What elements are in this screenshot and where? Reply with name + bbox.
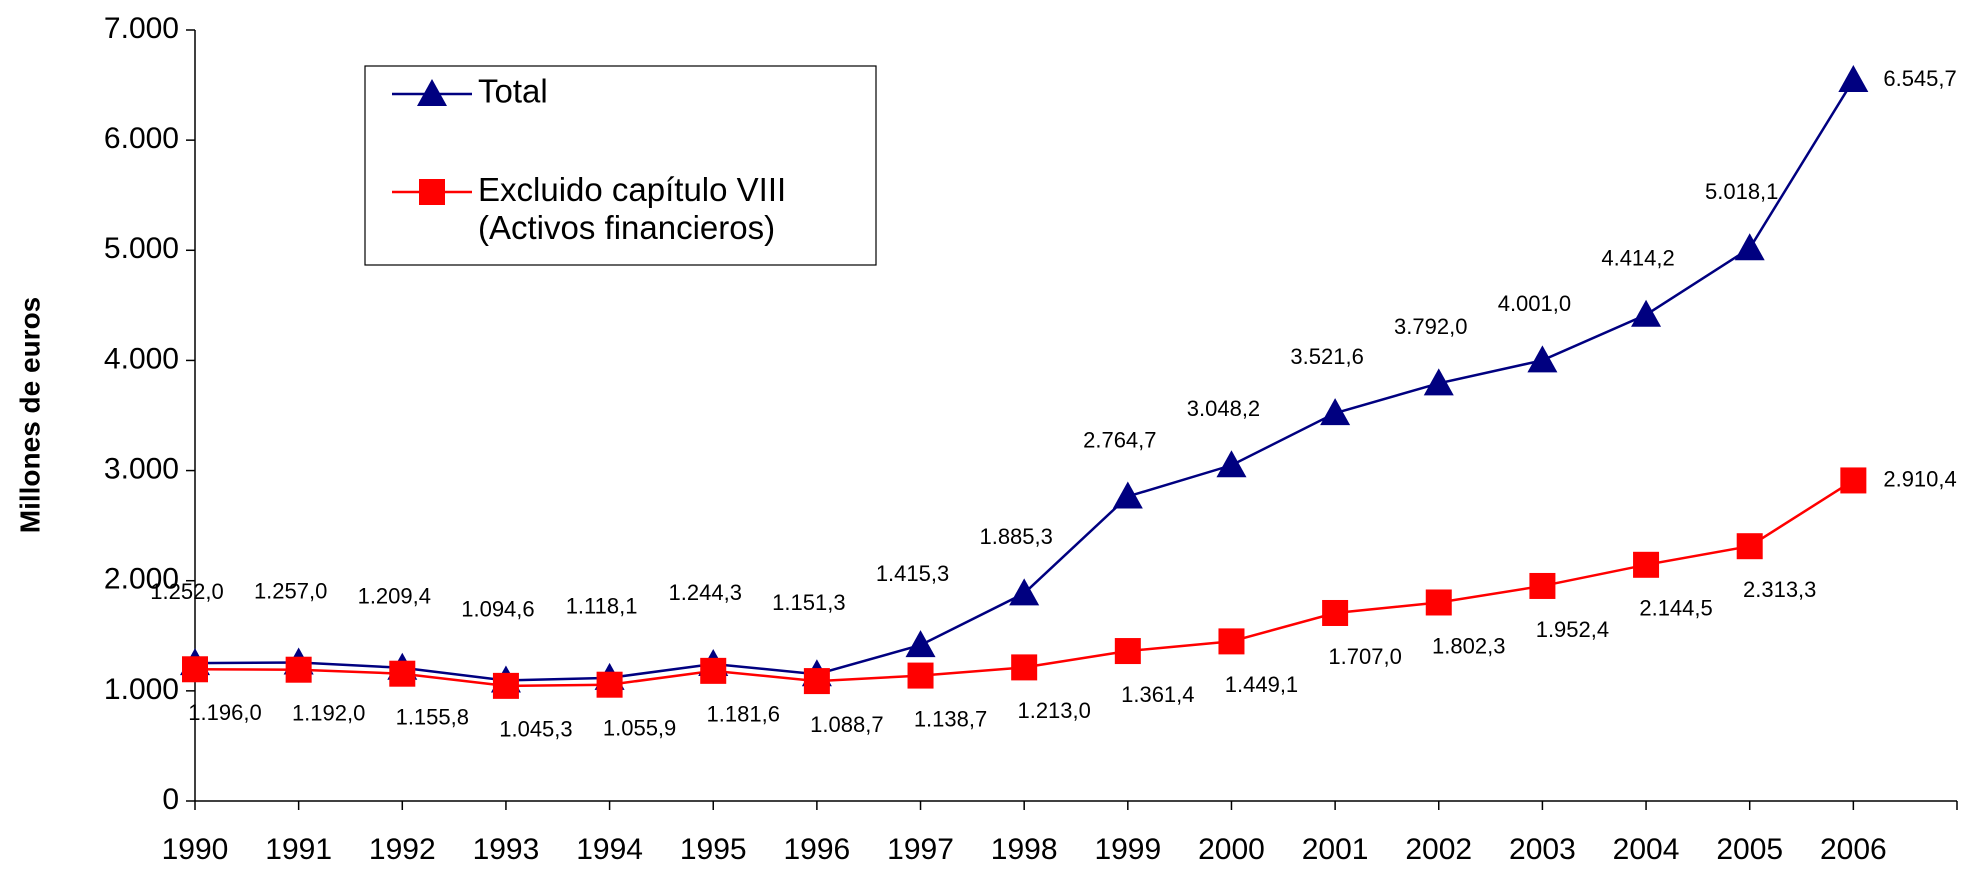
y-tick-label: 1.000 bbox=[104, 673, 179, 706]
data-label: 2.764,7 bbox=[1083, 427, 1156, 452]
data-label: 1.209,4 bbox=[358, 584, 431, 609]
data-label: 1.088,7 bbox=[810, 712, 883, 737]
marker bbox=[1114, 638, 1141, 665]
data-label: 4.001,0 bbox=[1498, 291, 1571, 316]
y-tick-label: 0 bbox=[162, 783, 179, 816]
marker bbox=[1838, 65, 1869, 93]
y-tick-label: 4.000 bbox=[104, 342, 179, 375]
marker bbox=[285, 656, 312, 683]
data-label: 6.545,7 bbox=[1883, 66, 1956, 91]
data-label: 1.055,9 bbox=[603, 716, 676, 741]
data-label: 5.018,1 bbox=[1705, 179, 1778, 204]
marker bbox=[1216, 450, 1247, 478]
data-label: 1.094,6 bbox=[461, 596, 534, 621]
y-tick-label: 3.000 bbox=[104, 452, 179, 485]
data-label: 1.118,1 bbox=[566, 594, 638, 619]
marker bbox=[1011, 654, 1038, 681]
marker bbox=[182, 656, 208, 683]
x-tick-label: 1992 bbox=[369, 833, 436, 866]
x-tick-label: 1994 bbox=[576, 833, 643, 866]
y-tick-label: 5.000 bbox=[104, 232, 179, 265]
data-label: 1.181,6 bbox=[707, 702, 780, 727]
y-tick-label: 7.000 bbox=[104, 12, 179, 45]
marker bbox=[1423, 368, 1454, 396]
data-label: 3.521,6 bbox=[1290, 344, 1363, 369]
x-tick-label: 2003 bbox=[1509, 833, 1576, 866]
data-label: 1.138,7 bbox=[914, 706, 987, 731]
data-label: 4.414,2 bbox=[1601, 246, 1674, 271]
data-label: 1.257,0 bbox=[254, 578, 327, 603]
x-tick-label: 1990 bbox=[162, 833, 229, 866]
x-tick-label: 2002 bbox=[1405, 833, 1472, 866]
y-tick-label: 6.000 bbox=[104, 122, 179, 155]
data-label: 1.952,4 bbox=[1536, 617, 1609, 642]
marker bbox=[419, 179, 445, 205]
data-label: 3.048,2 bbox=[1187, 396, 1260, 421]
marker bbox=[389, 660, 416, 687]
x-tick-label: 1997 bbox=[887, 833, 954, 866]
x-tick-label: 1995 bbox=[680, 833, 747, 866]
data-label: 1.885,3 bbox=[979, 524, 1052, 549]
data-label: 1.151,3 bbox=[772, 590, 845, 615]
marker bbox=[1529, 572, 1556, 599]
data-label: 1.802,3 bbox=[1432, 633, 1505, 658]
data-label: 3.792,0 bbox=[1394, 314, 1467, 339]
x-tick-label: 2006 bbox=[1820, 833, 1887, 866]
data-label: 1.449,1 bbox=[1225, 672, 1298, 697]
x-tick-label: 2000 bbox=[1198, 833, 1265, 866]
marker bbox=[596, 671, 623, 698]
marker bbox=[1218, 628, 1245, 655]
data-label: 1.196,0 bbox=[188, 700, 261, 725]
marker bbox=[1840, 467, 1867, 494]
legend: Total Excluido capítulo VIII (Activos fina… bbox=[364, 65, 877, 266]
marker bbox=[1009, 578, 1040, 606]
marker bbox=[417, 79, 447, 106]
data-label: 2.910,4 bbox=[1883, 466, 1956, 491]
x-tick-label: 1996 bbox=[784, 833, 851, 866]
data-label: 1.707,0 bbox=[1328, 644, 1401, 669]
data-label: 2.144,5 bbox=[1639, 596, 1712, 621]
marker bbox=[1736, 533, 1763, 560]
x-tick-label: 2004 bbox=[1613, 833, 1680, 866]
marker bbox=[1631, 299, 1662, 327]
data-label: 1.361,4 bbox=[1121, 682, 1194, 707]
marker bbox=[1734, 233, 1765, 261]
data-label: 2.313,3 bbox=[1743, 577, 1816, 602]
x-tick-label: 1991 bbox=[265, 833, 332, 866]
marker bbox=[1112, 481, 1143, 509]
y-axis-label: Millones de euros bbox=[14, 297, 45, 534]
legend-box bbox=[364, 65, 877, 266]
marker bbox=[803, 668, 830, 695]
marker bbox=[1322, 599, 1349, 626]
marker bbox=[907, 662, 934, 689]
data-label: 1.244,3 bbox=[669, 580, 742, 605]
data-label: 1.192,0 bbox=[292, 701, 365, 726]
marker bbox=[700, 657, 727, 684]
marker bbox=[1425, 589, 1452, 616]
data-label: 1.252,0 bbox=[150, 579, 223, 604]
data-label: 1.415,3 bbox=[876, 561, 949, 586]
x-tick-label: 2005 bbox=[1716, 833, 1783, 866]
marker bbox=[492, 672, 519, 699]
legend-label: Total bbox=[478, 73, 548, 110]
data-label: 1.155,8 bbox=[396, 705, 469, 730]
x-tick-label: 1998 bbox=[991, 833, 1058, 866]
legend-label: Excluido capítulo VIII (Activos financier… bbox=[478, 171, 786, 246]
marker bbox=[1527, 345, 1558, 373]
marker bbox=[1320, 398, 1351, 426]
data-label: 1.213,0 bbox=[1017, 698, 1090, 723]
data-label: 1.045,3 bbox=[499, 717, 572, 742]
marker bbox=[1633, 551, 1660, 578]
x-tick-label: 2001 bbox=[1302, 833, 1369, 866]
y-tick-label: 2.000 bbox=[104, 563, 179, 596]
x-tick-label: 1999 bbox=[1094, 833, 1161, 866]
x-tick-label: 1993 bbox=[473, 833, 540, 866]
marker bbox=[905, 630, 936, 658]
